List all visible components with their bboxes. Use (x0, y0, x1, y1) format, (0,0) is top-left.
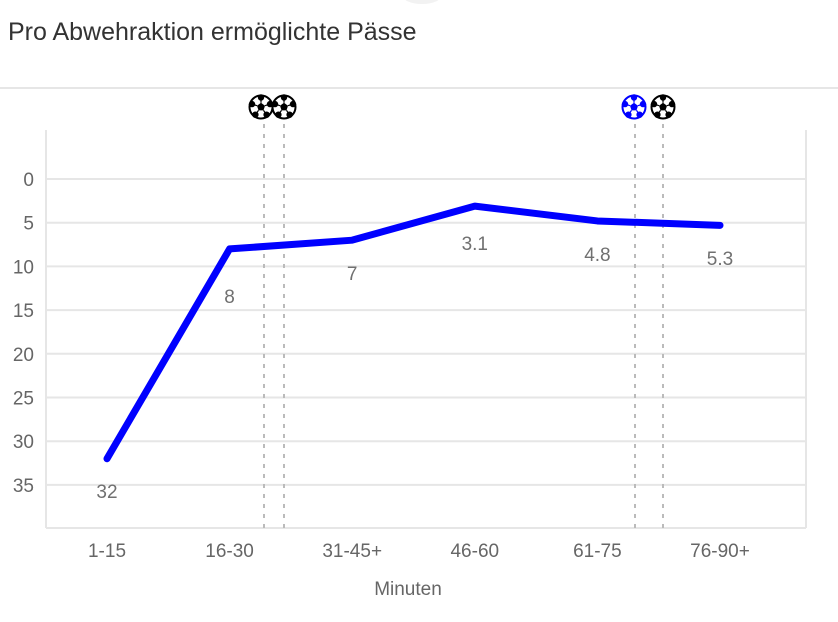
plot-frame (45, 130, 807, 529)
goal-marker-lines (263, 124, 664, 528)
y-tick-label: 15 (13, 301, 34, 322)
data-label: 7 (347, 264, 358, 285)
data-label: 4.8 (584, 245, 610, 266)
series-line (103, 202, 724, 463)
y-tick-label: 35 (13, 476, 34, 497)
data-labels: 32 8 7 3.1 4.8 5.3 (96, 234, 733, 503)
y-axis-ticks: 0 5 10 15 20 25 30 35 (13, 170, 34, 497)
x-tick-label: 46-60 (450, 541, 499, 562)
top-decoration (402, 0, 442, 4)
data-label: 8 (224, 287, 235, 308)
header-divider (0, 87, 838, 89)
data-label: 3.1 (462, 234, 488, 255)
y-tick-label: 25 (13, 389, 34, 410)
x-tick-label: 76-90+ (690, 541, 750, 562)
soccer-ball-icon (621, 94, 647, 120)
data-label: 32 (96, 482, 117, 503)
goal-icons (248, 94, 676, 120)
x-tick-label: 61-75 (573, 541, 622, 562)
y-tick-label: 10 (13, 257, 34, 278)
soccer-ball-icon (650, 94, 676, 120)
soccer-ball-icon (248, 94, 274, 120)
soccer-ball-icon (271, 94, 297, 120)
x-tick-label: 31-45+ (322, 541, 382, 562)
x-tick-label: 1-15 (88, 541, 126, 562)
data-label: 5.3 (707, 249, 733, 270)
y-tick-label: 30 (13, 432, 34, 453)
y-tick-label: 5 (23, 214, 34, 235)
chart-title: Pro Abwehraktion ermöglichte Pässe (8, 18, 417, 46)
x-axis-title: Minuten (374, 579, 442, 600)
x-tick-label: 16-30 (205, 541, 254, 562)
y-tick-label: 0 (23, 170, 34, 191)
y-tick-label: 20 (13, 345, 34, 366)
x-axis-ticks: 1-15 16-30 31-45+ 46-60 61-75 76-90+ (88, 541, 750, 562)
